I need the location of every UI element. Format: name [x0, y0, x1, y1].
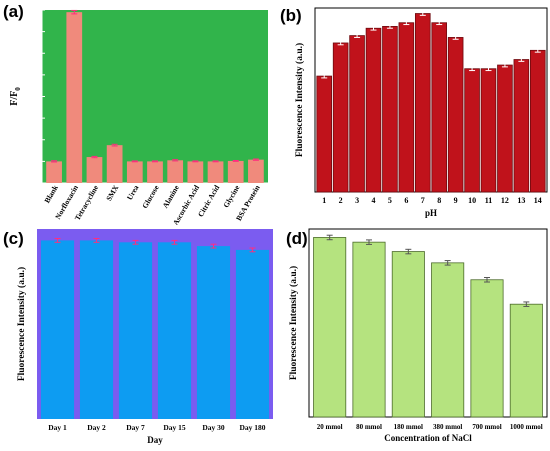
bar [365, 27, 382, 193]
x-tick-label: Day 1 [48, 423, 67, 432]
bar [40, 240, 75, 419]
bar [66, 12, 83, 183]
bar [414, 13, 431, 193]
x-tick-label: 20 mmol [317, 423, 343, 431]
panel-a: (a) 0 1 2 3 4 5 6 7 8 F/F0 Blank Norfloxacin Tetracy… [0, 0, 275, 225]
bar [313, 237, 347, 418]
x-tick-label: SMX [104, 183, 120, 202]
plot-background [37, 229, 273, 419]
y-tick-label: 1 [35, 157, 39, 166]
x-tick-label: Day 15 [163, 423, 186, 432]
x-axis-label: Day [147, 435, 163, 445]
bar [497, 64, 513, 193]
bar [187, 161, 204, 183]
x-tick-label: 8 [437, 196, 441, 205]
x-tick-label: 13 [517, 196, 525, 205]
bar [106, 145, 123, 183]
x-tick-label: 80 mmol [356, 423, 382, 431]
x-axis-label: Concentration of NaCl [384, 433, 472, 443]
panel-a-label: (a) [3, 2, 24, 21]
panel-c-label: (c) [3, 229, 24, 248]
panel-b: (b) 1 2 3 4 5 6 7 8 9 10 11 12 13 14 pH Fluorescence In… [275, 0, 550, 225]
bar [207, 161, 224, 183]
bar [167, 160, 184, 183]
x-tick-label: Day 30 [202, 423, 225, 432]
bar [126, 161, 143, 183]
x-tick-label: 700 mmol [472, 423, 501, 431]
x-tick-label: Day 180 [239, 423, 265, 432]
bar [248, 159, 264, 183]
x-tick-label: 3 [355, 196, 359, 205]
plot-frame [308, 228, 548, 418]
bar [470, 279, 504, 418]
chart-a: 012345678F/F0BlankNorfloxacinTetracyclin… [9, 6, 268, 225]
bar [235, 249, 270, 419]
x-tick-label: 1 [322, 196, 326, 205]
bar [157, 242, 192, 419]
y-tick-label: 4 [35, 93, 39, 102]
x-tick-label: 1000 mmol [510, 423, 543, 431]
panel-d-label: (d) [286, 229, 308, 248]
bar [382, 25, 398, 193]
bar [480, 68, 497, 193]
bar [79, 240, 114, 419]
x-tick-label: Glucose [140, 183, 161, 210]
bar [316, 75, 333, 193]
bar [431, 262, 465, 418]
x-tick-label: Urea [125, 183, 141, 201]
y-tick-label: 2 [35, 136, 39, 145]
x-tick-label: 9 [454, 196, 458, 205]
y-axis-label: Fluorescence Intensity (a.u.) [16, 267, 27, 381]
bar [509, 303, 543, 418]
y-tick-label: 5 [35, 71, 39, 80]
x-tick-label: 10 [468, 196, 476, 205]
x-tick-label: 7 [421, 196, 425, 205]
x-tick-label: 11 [485, 196, 493, 205]
y-axis-label: F/F0 [9, 87, 22, 106]
panel-b-label: (b) [280, 6, 302, 25]
bar [86, 157, 103, 183]
bar [227, 160, 244, 183]
bar [349, 35, 365, 193]
bar [398, 22, 415, 193]
y-tick-label: 0 [35, 179, 39, 188]
bar [513, 59, 530, 193]
bar [447, 37, 464, 193]
x-tick-label: 14 [534, 196, 542, 205]
y-tick-label: 7 [35, 28, 39, 37]
bar [147, 161, 163, 183]
bar [118, 242, 153, 419]
x-tick-label: Day 7 [126, 423, 145, 432]
bar [464, 68, 480, 193]
bar [352, 241, 386, 418]
bar [196, 246, 231, 419]
x-axis-label: pH [425, 208, 437, 218]
bar [391, 251, 425, 418]
chart-d: 20 mmol 80 mmol 180 mmol 380 mmol 700 mmol 10… [288, 228, 548, 443]
y-axis-label: Fluorescence Intensity (a.u.) [294, 43, 305, 157]
bar [332, 42, 349, 193]
x-tick-label: Glycine [221, 183, 241, 209]
y-tick-label: 6 [35, 49, 39, 58]
panel-d: (d) 20 mmol 80 mmol 180 mmol 380 mmol 700 mm… [275, 225, 550, 451]
bar [529, 49, 546, 193]
x-tick-label: 5 [388, 196, 392, 205]
chart-c: Day 1 Day 2 Day 7 Day 15 Day 30 Day 180 Day Flu… [16, 229, 273, 445]
x-tick-label: Day 2 [87, 423, 106, 432]
x-tick-label: Alanine [161, 183, 182, 210]
x-tick-label: 6 [404, 196, 408, 205]
y-tick-label: 8 [35, 6, 39, 15]
bar [431, 22, 448, 193]
panel-c: (c) Day 1 Day 2 Day 7 Day 15 Day 30 Day 180 Da… [0, 225, 275, 451]
y-tick-label: 3 [35, 114, 39, 123]
x-tick-label: 2 [339, 196, 343, 205]
x-tick-label: 4 [372, 196, 376, 205]
x-tick-label: 180 mmol [394, 423, 423, 431]
x-tick-label: Blank [42, 183, 60, 205]
x-tick-label: 12 [501, 196, 509, 205]
bar [46, 161, 62, 183]
y-axis-label: Fluorescence Intensity (a.u.) [288, 266, 299, 380]
x-tick-label: 380 mmol [433, 423, 462, 431]
